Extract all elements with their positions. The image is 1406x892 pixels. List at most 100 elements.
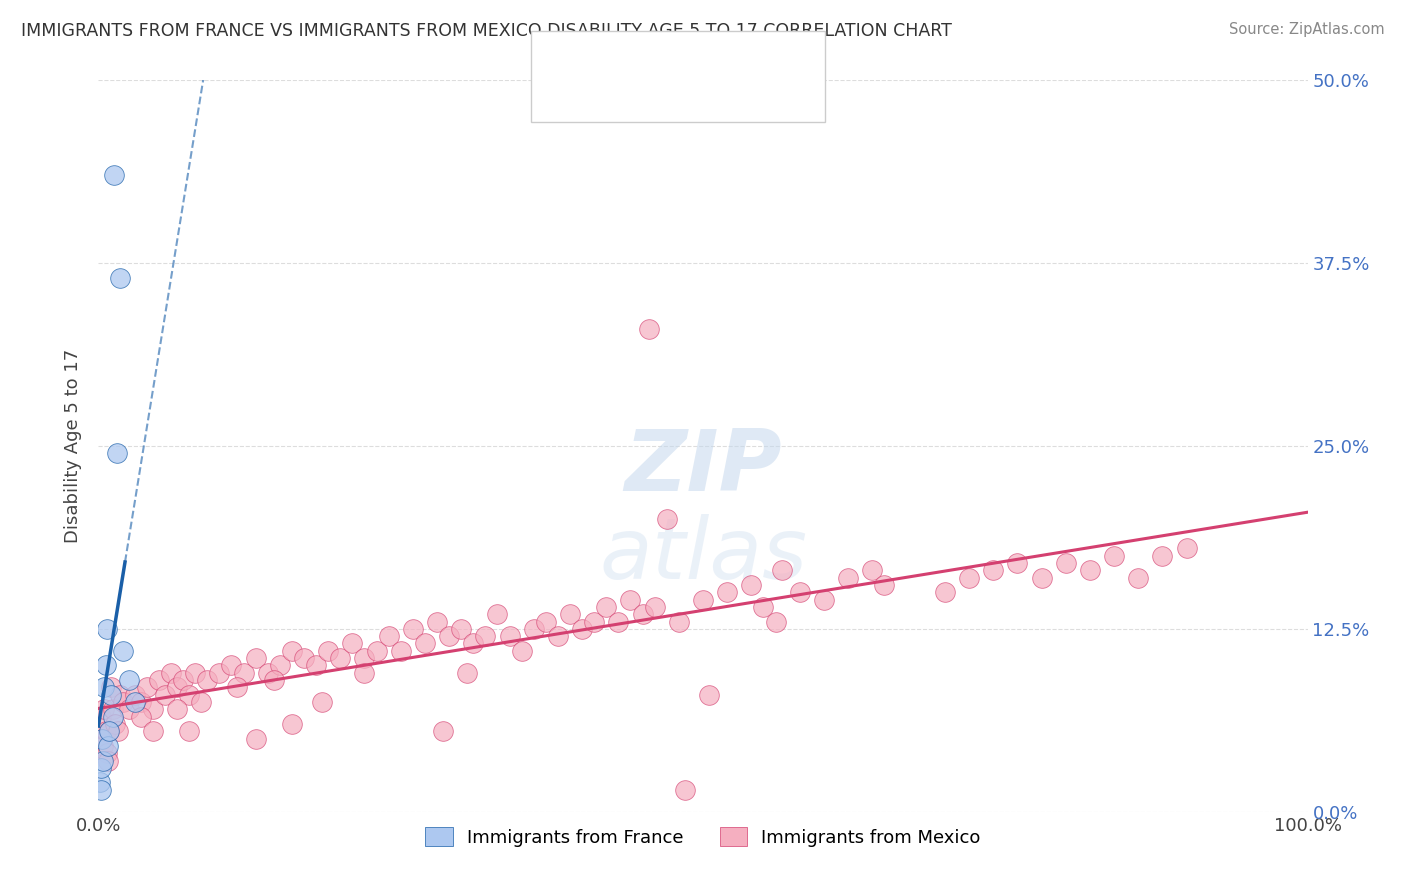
Point [366,644,388,658]
Point [245,651,267,665]
Point [166,681,188,695]
Point [510,644,533,658]
Point [456,665,478,680]
Point [583,615,606,629]
Point [311,695,333,709]
Point [179,724,201,739]
Text: Source: ZipAtlas.com: Source: ZipAtlas.com [1229,22,1385,37]
Point [523,622,546,636]
Point [108,270,131,285]
Point [353,665,375,680]
Point [142,702,165,716]
Point [90,761,112,775]
Point [184,665,207,680]
Point [97,739,120,753]
Point [813,592,835,607]
Point [105,446,128,460]
Point [789,585,811,599]
Point [389,644,412,658]
Point [873,578,896,592]
Point [148,673,170,687]
Point [637,322,659,336]
Point [245,731,267,746]
Text: N =: N = [711,47,752,66]
Point [195,673,218,687]
Text: 0.394: 0.394 [631,87,688,104]
Point [329,651,352,665]
Point [837,571,859,585]
Text: ZIP: ZIP [624,426,782,509]
Y-axis label: Disability Age 5 to 17: Disability Age 5 to 17 [65,349,83,543]
Point [118,673,141,687]
Point [129,709,152,723]
Point [124,688,146,702]
Point [89,775,111,789]
Point [644,599,666,614]
Point [107,724,129,739]
Point [426,615,449,629]
Point [100,681,122,695]
Point [124,695,146,709]
Point [94,724,117,739]
Point [292,651,315,665]
Point [486,607,509,622]
Point [1031,571,1053,585]
Point [269,658,291,673]
Point [1102,549,1125,563]
Point [160,665,183,680]
Point [595,599,617,614]
Legend: Immigrants from France, Immigrants from Mexico: Immigrants from France, Immigrants from … [418,820,988,854]
Point [934,585,956,599]
Text: 105: 105 [759,87,796,104]
Point [111,644,134,658]
Point [463,636,485,650]
Point [281,644,304,658]
Point [98,724,121,739]
Point [1128,571,1150,585]
Point [740,578,762,592]
Point [263,673,285,687]
Point [108,688,131,702]
Point [752,599,775,614]
Point [342,636,364,650]
Point [166,702,188,716]
FancyBboxPatch shape [546,43,579,70]
Text: IMMIGRANTS FROM FRANCE VS IMMIGRANTS FROM MEXICO DISABILITY AGE 5 TO 17 CORRELAT: IMMIGRANTS FROM FRANCE VS IMMIGRANTS FRO… [21,22,952,40]
Point [631,607,654,622]
Point [190,695,212,709]
Text: R =: R = [586,87,626,104]
Point [232,665,254,680]
Point [981,563,1004,577]
Point [101,702,124,716]
Point [432,724,454,739]
Point [1152,549,1174,563]
Text: R =: R = [586,47,626,66]
Point [1078,563,1101,577]
Point [607,615,630,629]
Point [305,658,328,673]
Point [101,709,124,723]
Point [558,607,581,622]
Point [208,665,231,680]
Point [716,585,738,599]
Point [1054,556,1077,570]
Point [547,629,569,643]
Point [474,629,496,643]
Point [673,782,696,797]
Point [534,615,557,629]
Point [153,688,176,702]
Point [668,615,690,629]
Point [103,169,125,183]
Point [1007,556,1029,570]
Point [256,665,278,680]
Text: N =: N = [711,87,752,104]
Point [93,681,115,695]
Text: 18: 18 [759,47,783,66]
Point [770,563,793,577]
Point [135,681,157,695]
Point [281,717,304,731]
Point [98,724,121,739]
Text: 0.737: 0.737 [631,47,688,66]
Point [437,629,460,643]
Point [402,622,425,636]
